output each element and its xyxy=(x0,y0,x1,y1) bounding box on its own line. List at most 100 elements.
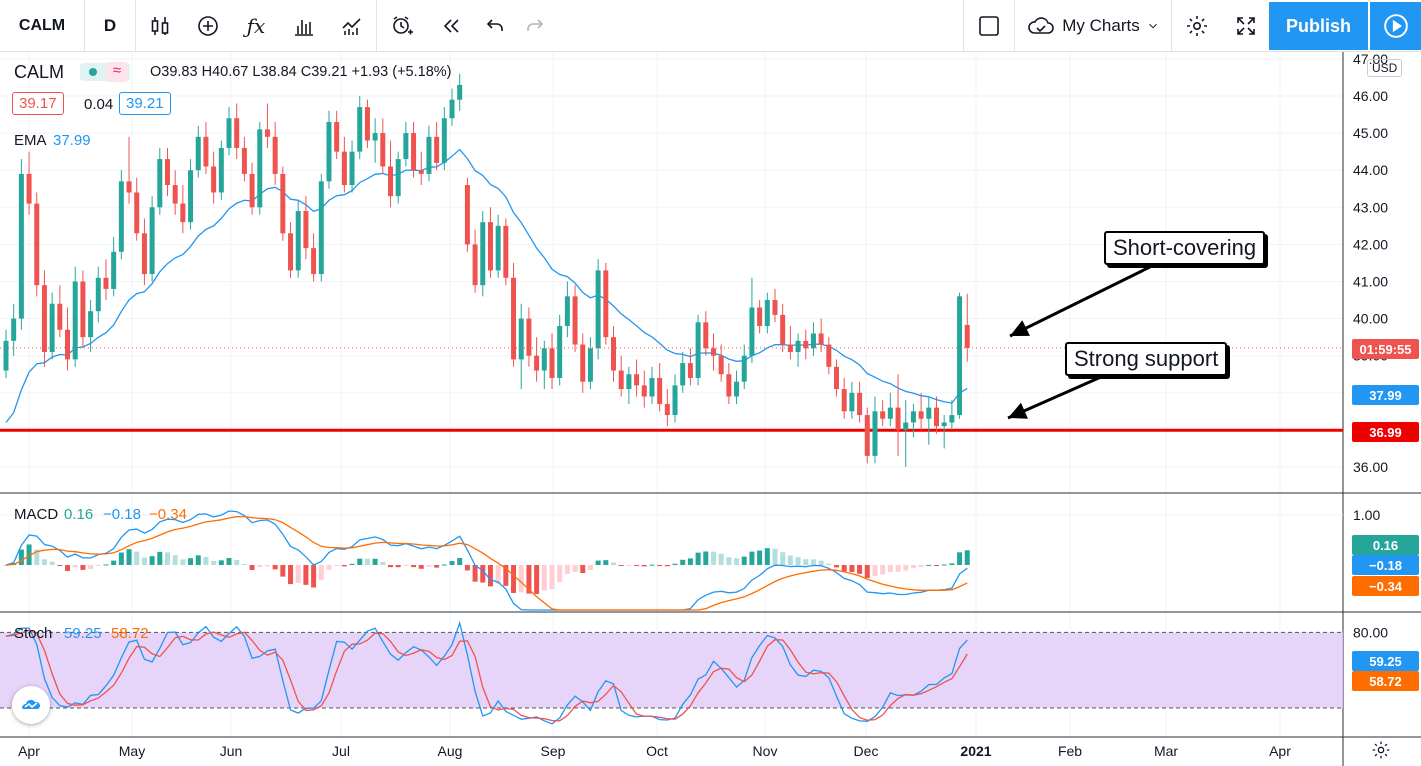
macd-histogram-bar xyxy=(949,563,955,565)
macd-histogram-bar xyxy=(772,548,778,565)
time-axis-label: Mar xyxy=(1154,743,1178,759)
time-axis-label: Jul xyxy=(332,743,350,759)
candle-body xyxy=(595,270,601,349)
candle-body xyxy=(749,307,755,356)
macd-histogram-bar xyxy=(80,565,86,570)
macd-histogram-bar xyxy=(764,548,770,565)
candle-body xyxy=(634,374,640,386)
candle-body xyxy=(949,415,955,423)
macd-histogram-bar xyxy=(918,565,924,567)
macd-histogram-bar xyxy=(626,565,632,566)
macd-histogram-bar xyxy=(695,552,701,565)
time-axis-label: Jun xyxy=(220,743,243,759)
candle-body xyxy=(234,118,240,148)
candle-body xyxy=(695,322,701,378)
price-tick-label: 44.00 xyxy=(1353,162,1388,178)
candle-body xyxy=(780,314,786,345)
candle-body xyxy=(380,133,386,167)
macd-histogram-bar xyxy=(272,565,278,570)
price-tick-label: 46.00 xyxy=(1353,88,1388,104)
macd-histogram-bar xyxy=(257,565,263,568)
candle-body xyxy=(180,203,186,223)
candle-body xyxy=(734,381,740,397)
currency-badge[interactable]: USD xyxy=(1367,59,1403,77)
indicators-fx-icon[interactable]: ƒx xyxy=(246,13,266,38)
macd-histogram-bar xyxy=(418,565,424,569)
candle-body xyxy=(910,411,916,423)
candle-body xyxy=(718,355,724,375)
macd-histogram-bar xyxy=(411,565,417,568)
chart-canvas[interactable]: 47.0046.0045.0044.0043.0042.0041.0040.00… xyxy=(0,52,1421,766)
play-icon[interactable] xyxy=(1370,2,1421,50)
macd-histogram-bar xyxy=(41,559,47,565)
candle-body xyxy=(710,348,716,356)
macd-histogram-bar xyxy=(618,565,624,566)
stoch-d-line xyxy=(5,629,968,722)
macd-histogram-bar xyxy=(903,565,909,571)
candle-body xyxy=(318,181,324,275)
candle-body xyxy=(787,344,793,352)
macd-histogram-bar xyxy=(787,555,793,565)
macd-histogram-bar xyxy=(380,562,386,565)
macd-histogram-bar xyxy=(926,564,932,566)
status-badge: ≈ xyxy=(80,62,130,82)
annotation-strong-support[interactable]: Strong support xyxy=(1065,342,1228,376)
candle-body xyxy=(388,166,393,197)
interval-button[interactable]: D xyxy=(103,15,117,35)
chart-settings-gear-icon[interactable] xyxy=(1369,739,1393,761)
spread-value: 0.04 xyxy=(84,96,114,113)
bid-price[interactable]: 39.17 xyxy=(12,92,64,115)
my-charts-button[interactable]: My Charts xyxy=(1015,0,1171,52)
candle-body xyxy=(549,348,555,378)
macd-histogram-bar xyxy=(457,558,463,565)
macd-histogram-bar xyxy=(818,560,824,565)
macd-histogram-bar xyxy=(249,565,255,570)
financials-icon[interactable] xyxy=(280,0,328,52)
candle-body xyxy=(111,251,117,289)
legend-symbol: CALM xyxy=(14,62,65,82)
macd-histogram-bar xyxy=(541,565,547,591)
candle-body xyxy=(157,159,163,208)
settings-gear-icon[interactable] xyxy=(1172,0,1222,52)
candle-body xyxy=(65,329,71,360)
candle-body xyxy=(464,185,470,245)
macd-histogram-bar xyxy=(710,551,716,565)
candle-body xyxy=(687,363,693,378)
undo-icon[interactable] xyxy=(475,0,515,52)
candle-body xyxy=(288,233,294,271)
macd-histogram-bar xyxy=(680,559,686,565)
macd-histogram-bar xyxy=(326,565,332,570)
candle-body xyxy=(618,370,624,390)
symbol-search-button[interactable]: CALM xyxy=(18,16,66,34)
templates-icon[interactable] xyxy=(328,0,376,52)
alert-clock-icon[interactable] xyxy=(377,0,427,52)
annotation-short-covering[interactable]: Short-covering xyxy=(1104,231,1266,265)
candles-icon[interactable] xyxy=(136,0,184,52)
macd-histogram-bar xyxy=(226,558,232,565)
macd-histogram-bar xyxy=(495,565,501,584)
macd-histogram-bar xyxy=(580,565,586,574)
macd-histogram-bar xyxy=(941,564,947,566)
candle-body xyxy=(357,107,363,152)
candle-body xyxy=(203,136,209,167)
macd-histogram-bar xyxy=(88,565,94,570)
tradingview-logo-icon[interactable] xyxy=(12,686,50,724)
candle-body xyxy=(249,173,255,208)
publish-button[interactable]: Publish xyxy=(1269,2,1368,50)
candle-body xyxy=(264,129,270,137)
ask-price[interactable]: 39.21 xyxy=(119,92,171,115)
strong-support-arrow-head xyxy=(1008,402,1028,419)
macd-histogram-bar xyxy=(895,565,901,572)
replay-icon[interactable] xyxy=(427,0,475,52)
macd-histogram-bar xyxy=(449,561,455,565)
candle-body xyxy=(334,121,340,152)
redo-icon[interactable] xyxy=(515,0,555,52)
fullscreen-icon[interactable] xyxy=(1222,0,1270,52)
compare-plus-icon[interactable] xyxy=(184,0,232,52)
candle-body xyxy=(495,225,501,271)
macd-histogram-bar xyxy=(318,565,324,581)
macd-histogram-bar xyxy=(687,558,693,565)
macd-histogram-bar xyxy=(280,565,286,577)
layout-square-icon[interactable] xyxy=(964,0,1014,52)
candle-body xyxy=(818,333,824,345)
